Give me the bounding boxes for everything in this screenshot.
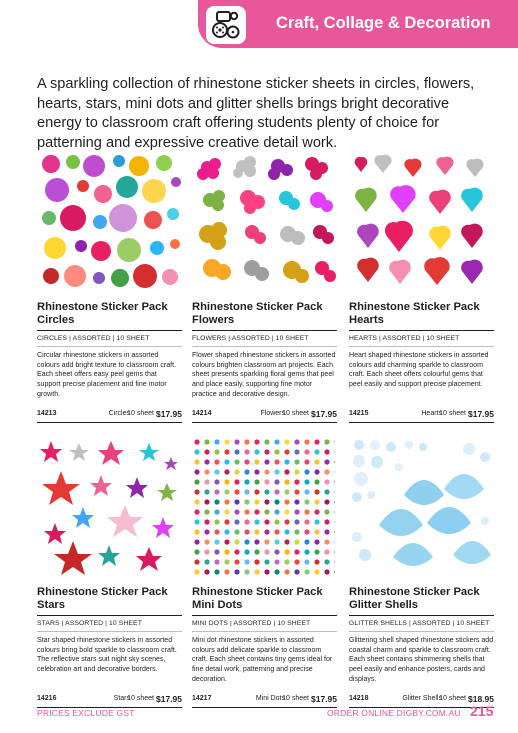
product-code: 14217 xyxy=(192,695,212,702)
product-price: $18.95 xyxy=(468,694,494,704)
product-description: Flower shaped rhinestone stickers in ass… xyxy=(192,352,336,398)
product-price: $17.95 xyxy=(468,409,494,419)
product-description: Mini dot rhinestone stickers in assorted… xyxy=(192,637,333,683)
product-footer: 14216 Stars 10 sheet $17.95 xyxy=(37,692,182,706)
product-specs: STARS | ASSORTED | 10 SHEET xyxy=(37,620,142,627)
product-title: Rhinestone Sticker Pack Mini Dots xyxy=(192,586,323,611)
divider xyxy=(37,330,182,331)
divider xyxy=(37,631,182,632)
divider xyxy=(349,346,494,347)
mini-dots-rhinestones-image xyxy=(192,437,337,577)
product-code: 14216 xyxy=(37,695,57,702)
divider xyxy=(192,330,337,331)
product-card-glitter-shells: Rhinestone Sticker Pack Glitter Shells G… xyxy=(349,437,494,708)
divider xyxy=(349,631,494,632)
product-qty: 10 sheet xyxy=(439,695,466,702)
product-variant: Hearts xyxy=(421,410,442,417)
product-footer: 14217 Mini Dots 10 sheet $17.95 xyxy=(192,692,337,706)
product-qty: 10 sheet xyxy=(282,410,309,417)
divider xyxy=(349,422,494,423)
product-price: $17.95 xyxy=(156,409,182,419)
product-description: Glittering shell shaped rhinestone stick… xyxy=(349,637,494,683)
hearts-rhinestones-image xyxy=(349,152,494,292)
product-qty: 10 sheet xyxy=(282,695,309,702)
divider xyxy=(37,707,182,708)
product-specs: HEARTS | ASSORTED | 10 SHEET xyxy=(349,335,460,342)
header-bar xyxy=(198,0,518,48)
product-variant: Glitter Shells xyxy=(402,695,442,702)
product-title: Rhinestone Sticker Pack Flowers xyxy=(192,301,323,326)
product-qty: 10 sheet xyxy=(439,410,466,417)
product-footer: 14218 Glitter Shells 10 sheet $18.95 xyxy=(349,692,494,706)
product-title: Rhinestone Sticker Pack Glitter Shells xyxy=(349,586,480,611)
product-variant: Circles xyxy=(108,410,130,417)
circles-rhinestones-image xyxy=(37,152,182,292)
divider xyxy=(37,346,182,347)
product-qty: 10 sheet xyxy=(127,410,154,417)
product-footer: 14215 Hearts 10 sheet $17.95 xyxy=(349,407,494,421)
flowers-rhinestones-image xyxy=(192,152,337,292)
product-specs: CIRCLES | ASSORTED | 10 SHEET xyxy=(37,335,150,342)
intro-paragraph: A sparkling collection of rhinestone sti… xyxy=(37,76,475,151)
product-card-flowers: Rhinestone Sticker Pack Flowers FLOWERS … xyxy=(192,152,337,423)
divider xyxy=(192,422,337,423)
divider xyxy=(192,707,337,708)
product-specs: FLOWERS | ASSORTED | 10 SHEET xyxy=(192,335,309,342)
product-specs: GLITTER SHELLS | ASSORTED | 10 SHEET xyxy=(349,620,490,627)
product-description: Star shaped rhinestone stickers in assor… xyxy=(37,637,177,674)
product-price: $17.95 xyxy=(311,409,337,419)
product-card-hearts: Rhinestone Sticker Pack Hearts HEARTS | … xyxy=(349,152,494,423)
glitter-shells-rhinestones-image xyxy=(349,437,494,577)
page-title: Craft, Collage & Decoration xyxy=(276,14,491,32)
divider xyxy=(37,422,182,423)
product-title: Rhinestone Sticker Pack Hearts xyxy=(349,301,480,326)
product-footer: 14214 Flowers 10 sheet $17.95 xyxy=(192,407,337,421)
product-card-mini-dots: Rhinestone Sticker Pack Mini Dots MINI D… xyxy=(192,437,337,708)
divider xyxy=(192,631,337,632)
divider xyxy=(192,615,337,616)
craft-icon xyxy=(206,6,246,44)
page-number: 215 xyxy=(470,703,494,719)
product-code: 14215 xyxy=(349,410,369,417)
product-specs: MINI DOTS | ASSORTED | 10 SHEET xyxy=(192,620,311,627)
product-footer: 14213 Circles 10 sheet $17.95 xyxy=(37,407,182,421)
product-price: $17.95 xyxy=(311,694,337,704)
product-variant: Stars xyxy=(113,695,130,702)
product-card-circles: Rhinestone Sticker Pack Circles CIRCLES … xyxy=(37,152,182,423)
divider xyxy=(349,330,494,331)
product-qty: 10 sheet xyxy=(127,695,154,702)
pricing-note: PRICES EXCLUDE GST xyxy=(37,708,135,718)
product-code: 14213 xyxy=(37,410,57,417)
divider xyxy=(349,615,494,616)
stars-rhinestones-image xyxy=(37,437,182,577)
product-card-stars: Rhinestone Sticker Pack Stars STARS | AS… xyxy=(37,437,182,708)
order-online-link[interactable]: ORDER ONLINE DIGBY.COM.AU xyxy=(327,708,461,718)
product-variant: Mini Dots xyxy=(255,695,285,702)
divider xyxy=(37,615,182,616)
product-code: 14214 xyxy=(192,410,212,417)
divider xyxy=(192,346,337,347)
product-title: Rhinestone Sticker Pack Circles xyxy=(37,301,168,326)
product-code: 14218 xyxy=(349,695,369,702)
product-variant: Flowers xyxy=(260,410,285,417)
product-description: Circular rhinestone stickers in assorted… xyxy=(37,352,177,398)
product-title: Rhinestone Sticker Pack Stars xyxy=(37,586,168,611)
product-description: Heart shaped rhinestone stickers in asso… xyxy=(349,352,489,389)
divider xyxy=(349,707,494,708)
product-price: $17.95 xyxy=(156,694,182,704)
